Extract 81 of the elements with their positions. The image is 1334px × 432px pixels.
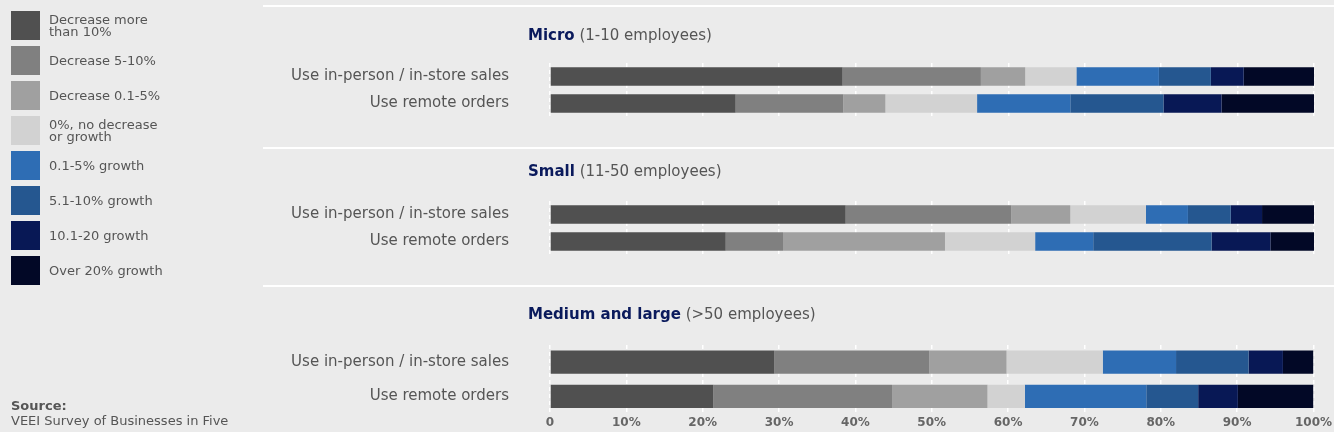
bar bbox=[845, 205, 1012, 224]
bar bbox=[1158, 67, 1211, 86]
source-note: Source: bbox=[11, 398, 68, 413]
bar bbox=[987, 384, 1025, 409]
bar bbox=[1262, 205, 1314, 224]
bar bbox=[550, 67, 843, 86]
y-tick-label: Use in-person / in-store sales bbox=[291, 66, 510, 85]
bar bbox=[842, 67, 981, 86]
x-tick-label: 60% bbox=[993, 414, 1023, 429]
bar bbox=[725, 232, 784, 251]
y-tick-label: Use remote orders bbox=[369, 93, 510, 112]
bar bbox=[1006, 350, 1103, 374]
bar bbox=[1282, 350, 1314, 374]
bar bbox=[550, 205, 846, 224]
bar bbox=[1237, 384, 1314, 409]
bar bbox=[1025, 67, 1077, 86]
bar bbox=[977, 94, 1071, 113]
bar bbox=[550, 384, 714, 409]
bar bbox=[550, 94, 736, 113]
chart-subtitle: (11-50 employees) bbox=[579, 162, 722, 180]
x-tick-label: 80% bbox=[1146, 414, 1176, 429]
bar bbox=[1248, 350, 1283, 374]
bar bbox=[929, 350, 1007, 374]
x-tick-label: 50% bbox=[917, 414, 947, 429]
x-tick-label: 90% bbox=[1222, 414, 1252, 429]
bar bbox=[1270, 232, 1314, 251]
bar bbox=[1187, 205, 1231, 224]
x-tick-label: 40% bbox=[841, 414, 870, 429]
legend-label: Decrease 5-10% bbox=[49, 52, 157, 68]
bar bbox=[1176, 350, 1249, 374]
bar bbox=[843, 94, 886, 113]
chart-subtitle: (1-10 employees) bbox=[579, 26, 712, 44]
legend-label: 0%, no decrease or growth bbox=[49, 116, 159, 144]
bar bbox=[774, 350, 930, 374]
legend-label: Decrease 0.1-5% bbox=[49, 87, 162, 103]
legend-label: 10.1-20 growth bbox=[49, 227, 150, 243]
bar bbox=[1146, 384, 1199, 409]
x-tick-label: 70% bbox=[1070, 414, 1099, 429]
bar bbox=[885, 94, 978, 113]
bar bbox=[1163, 94, 1222, 113]
bar bbox=[1011, 205, 1071, 224]
bar bbox=[1024, 384, 1147, 409]
bar bbox=[1243, 67, 1314, 86]
x-tick-label: 100% bbox=[1294, 414, 1332, 429]
bar bbox=[550, 232, 726, 251]
bar bbox=[1035, 232, 1094, 251]
legend-label: Over 20% growth bbox=[49, 262, 164, 278]
legend-label: 0.1-5% growth bbox=[49, 157, 146, 173]
bar bbox=[1221, 94, 1314, 113]
bar bbox=[944, 232, 1036, 251]
y-tick-label: Use in-person / in-store sales bbox=[291, 204, 510, 223]
bar bbox=[1070, 94, 1164, 113]
bar bbox=[735, 94, 844, 113]
x-tick-label: 10% bbox=[611, 414, 641, 429]
x-tick-label: 0 bbox=[545, 414, 555, 429]
bar bbox=[1102, 350, 1177, 374]
bar bbox=[1230, 205, 1263, 224]
bar bbox=[1198, 384, 1238, 409]
y-tick-label: Use remote orders bbox=[369, 386, 510, 405]
chart-subtitle: (>50 employees) bbox=[685, 305, 816, 323]
bar bbox=[1070, 205, 1146, 224]
bar bbox=[783, 232, 945, 251]
bar bbox=[1211, 232, 1271, 251]
legend-label: 5.1-10% growth bbox=[49, 192, 154, 208]
bar bbox=[1093, 232, 1212, 251]
y-tick-label: Use remote orders bbox=[369, 231, 510, 250]
bar bbox=[550, 350, 775, 374]
legend-label: Decrease more than 10% bbox=[49, 11, 149, 39]
text: VEEI Survey of Businesses in Five bbox=[11, 413, 229, 428]
bar bbox=[1076, 67, 1159, 86]
chart-title: Micro bbox=[528, 26, 575, 44]
x-tick-label: 30% bbox=[764, 414, 794, 429]
bar bbox=[892, 384, 988, 409]
y-tick-label: Use in-person / in-store sales bbox=[291, 352, 510, 371]
x-tick-label: 20% bbox=[688, 414, 718, 429]
bar bbox=[1210, 67, 1244, 86]
chart-title: Medium and large bbox=[528, 305, 681, 323]
bar bbox=[980, 67, 1026, 86]
bar bbox=[713, 384, 893, 409]
bar bbox=[1145, 205, 1188, 224]
chart-title: Small bbox=[528, 162, 575, 180]
